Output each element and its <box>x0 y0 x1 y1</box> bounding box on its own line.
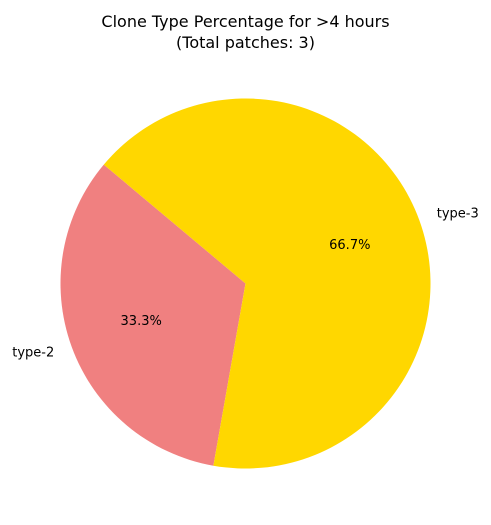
slice-label-type-2: type-2 <box>12 346 54 361</box>
pie-slices <box>60 98 431 469</box>
chart-title-line-1: Clone Type Percentage for >4 hours <box>101 12 389 31</box>
slice-label-type-3: type-3 <box>437 206 479 221</box>
slice-pct-type-2: 33.3% <box>121 314 162 329</box>
pie-slice-type-3 <box>103 98 431 469</box>
slice-pct-type-3: 66.7% <box>329 238 370 253</box>
pie-slice-type-2 <box>60 164 246 466</box>
pie-labels: type-2 33.3% type-3 66.7% <box>12 206 478 360</box>
chart-title-line-2: (Total patches: 3) <box>176 33 315 52</box>
